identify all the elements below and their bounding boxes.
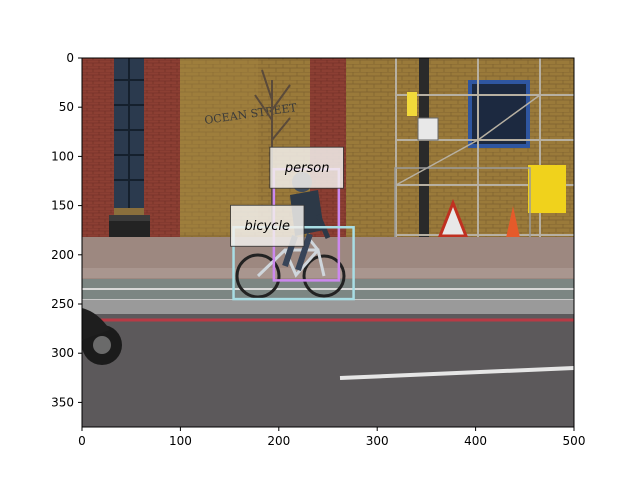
x-axis: 0 100 200 300 400 500: [78, 427, 585, 448]
bicycle-label: bicycle: [230, 204, 305, 247]
y-axis: 0 50 100 150 200 250 300 350: [51, 51, 82, 409]
person-label-text: person: [284, 161, 330, 176]
roadworks-sign: [437, 198, 469, 238]
blue-window: [468, 80, 530, 148]
x-tick-label: 200: [267, 434, 290, 448]
y-tick-label: 350: [51, 395, 74, 409]
bicycle-label-background: [230, 204, 305, 247]
left-brick-pillar: [82, 58, 114, 268]
lamp-post: [419, 58, 429, 273]
person-label-background: [269, 146, 344, 189]
detections: person bicycle: [230, 146, 355, 301]
yellow-notice: [528, 165, 566, 213]
y-tick-label: 100: [51, 149, 74, 163]
y-tick-label: 0: [66, 51, 74, 65]
x-tick-label: 300: [366, 434, 389, 448]
x-tick-label: 100: [169, 434, 192, 448]
y-tick-label: 150: [51, 199, 74, 213]
x-tick-label: 0: [78, 434, 86, 448]
scaffolding: [395, 58, 574, 240]
bicycle-label-text: bicycle: [245, 219, 290, 234]
y-tick-label: 50: [59, 100, 74, 114]
x-tick-label: 500: [563, 434, 586, 448]
lane-marking: [339, 366, 574, 380]
y-tick-label: 250: [51, 297, 74, 311]
y-tick-label: 300: [51, 346, 74, 360]
axes-frame: [81, 57, 575, 428]
x-tick-label: 400: [464, 434, 487, 448]
photo: OCEAN STREET: [82, 58, 574, 427]
person-label: person: [269, 146, 344, 189]
y-tick-label: 200: [51, 248, 74, 262]
traffic-cone: [506, 206, 520, 238]
